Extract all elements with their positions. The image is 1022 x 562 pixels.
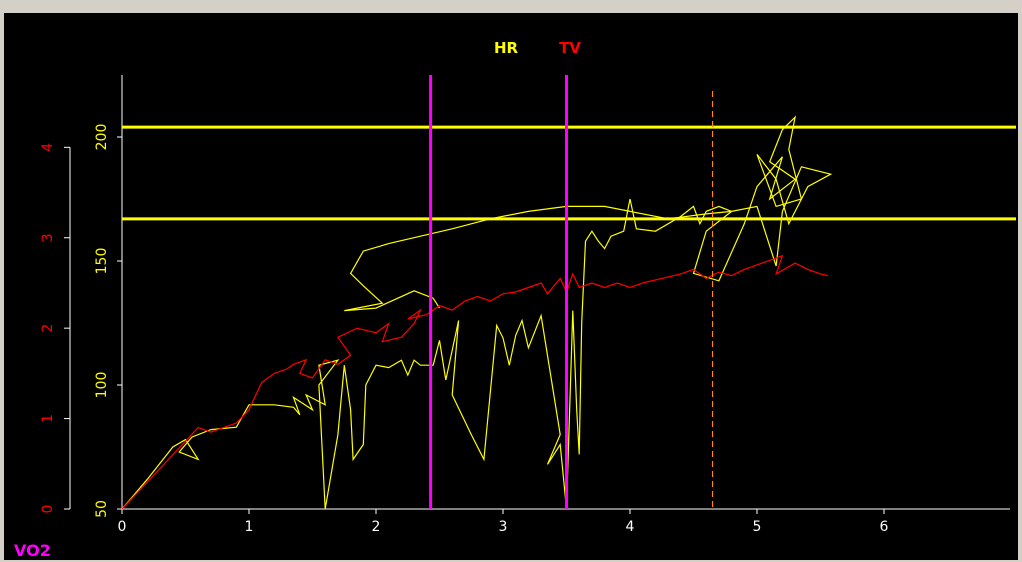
hr-tick-label: 50 [94, 500, 110, 518]
series-tv-line [122, 256, 828, 509]
tv-tick-label: 2 [40, 324, 56, 333]
tv-tick-label: 0 [40, 505, 56, 514]
legend-tv: TV [559, 39, 581, 57]
chart-svg: 0 1 2 3 4 5 6 50 100 150 200 0 1 2 3 4 HR TV [4, 13, 1018, 560]
chart-panel: 0 1 2 3 4 5 6 50 100 150 200 0 1 2 3 4 HR TV VO2 [4, 13, 1018, 560]
tv-tick-label: 3 [40, 233, 56, 242]
x-axis-label: VO2 [14, 541, 51, 560]
hr-tick-label: 100 [94, 372, 110, 399]
tv-tick-label: 4 [40, 143, 56, 152]
series-hr-line [122, 117, 831, 509]
tv-tick-label: 1 [40, 414, 56, 423]
x-tick-label: 1 [245, 519, 254, 535]
x-tick-label: 3 [499, 519, 508, 535]
x-tick-label: 2 [372, 519, 381, 535]
x-tick-label: 4 [626, 519, 635, 535]
hr-tick-label: 200 [94, 124, 110, 151]
hr-tick-label: 150 [94, 248, 110, 275]
legend-hr: HR [494, 39, 519, 57]
x-tick-label: 5 [753, 519, 762, 535]
x-tick-label: 0 [118, 519, 127, 535]
x-tick-label: 6 [880, 519, 889, 535]
